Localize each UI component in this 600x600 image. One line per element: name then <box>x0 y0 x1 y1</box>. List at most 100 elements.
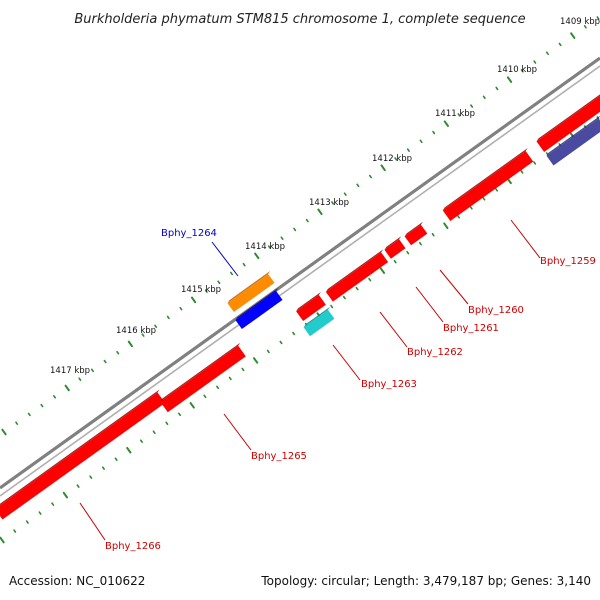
outer-tick <box>53 394 57 399</box>
inner-tick <box>292 331 296 336</box>
tick-label: 1411 kbp <box>435 109 475 119</box>
outer-tick <box>64 384 70 392</box>
outer-tick <box>127 340 134 348</box>
outer-tick <box>293 227 297 232</box>
gene-label: Bphy_1265 <box>251 451 307 462</box>
inner-tick <box>0 536 5 544</box>
gene-feature-bphy-1264-orange <box>227 270 275 313</box>
gene-feature-bphy-1261 <box>384 236 406 259</box>
tick-label: 1414 kbp <box>245 242 285 252</box>
outer-tick <box>343 192 347 196</box>
gene-feature-bphy-1263-cyan <box>303 306 335 337</box>
backbone-inner-line <box>0 65 600 497</box>
outer-tick <box>406 148 410 152</box>
inner-tick <box>152 430 156 435</box>
gene-labels: Bphy_1259 Bphy_1260 Bphy_1261 Bphy_1262 Bphy… <box>79 219 596 552</box>
inner-tick <box>38 511 42 515</box>
outer-tick <box>495 86 499 91</box>
outer-tick <box>596 16 600 20</box>
outer-tick <box>254 252 260 260</box>
outer-tick <box>533 60 537 64</box>
outer-tick <box>179 306 183 311</box>
inner-tick <box>330 304 334 309</box>
outer-tick <box>520 69 524 73</box>
outer-tick <box>317 208 323 216</box>
gene-label-leader <box>415 286 444 323</box>
inner-tick <box>216 385 220 390</box>
gene-label-leader <box>211 241 239 277</box>
outer-tick <box>356 183 360 188</box>
outer-tick <box>190 296 197 304</box>
gene-features <box>0 94 600 520</box>
inner-tick <box>469 206 473 210</box>
gene-label-leader <box>439 269 469 305</box>
tick-label: 1412 kbp <box>372 154 412 164</box>
gene-label-leader <box>510 219 541 259</box>
accession-label: Accession: NC_010622 <box>9 574 146 588</box>
chromosome-backbone <box>0 56 600 497</box>
outer-tick <box>229 271 233 276</box>
gene-feature-bphy-1263a <box>296 291 326 322</box>
outer-tick <box>558 42 562 47</box>
inner-tick <box>165 421 169 426</box>
outer-tick <box>419 139 423 144</box>
outer-tick <box>166 315 170 320</box>
inner-tick <box>13 529 17 533</box>
tick-label: 1413 kbp <box>309 198 349 208</box>
outer-tick <box>27 412 31 417</box>
tick-marks: 1409 kbp 1410 kbp 1411 kbp 1412 kbp 1413 kbp… <box>0 16 600 544</box>
inner-tick <box>76 484 80 488</box>
gene-label: Bphy_1266 <box>105 541 161 552</box>
inner-tick <box>355 286 359 291</box>
inner-tick <box>533 161 537 165</box>
inner-tick <box>368 277 372 282</box>
outer-tick <box>432 130 436 135</box>
gene-feature-right <box>536 94 600 153</box>
backbone-outer-line <box>0 56 600 490</box>
inner-tick <box>482 197 486 201</box>
gene-feature-bphy-1264-blue <box>235 287 283 330</box>
inner-tick <box>495 188 499 192</box>
outer-tick <box>242 262 246 267</box>
inner-tick <box>126 446 132 454</box>
inner-tick <box>266 349 270 354</box>
inner-tick <box>228 376 232 381</box>
tick-label: 1410 kbp <box>497 65 537 75</box>
outer-tick <box>369 174 373 179</box>
outer-tick <box>305 218 309 223</box>
inner-tick <box>114 457 118 461</box>
gene-label: Bphy_1261 <box>443 323 499 334</box>
gene-feature-bphy-1262 <box>325 249 389 302</box>
inner-tick <box>418 241 422 246</box>
outer-tick <box>380 164 386 172</box>
map-title: Burkholderia phymatum STM815 chromosome … <box>74 12 525 27</box>
outer-tick <box>116 350 120 355</box>
inner-tick <box>431 232 435 237</box>
topology-label: Topology: circular; Length: 3,479,187 bp… <box>261 574 591 588</box>
outer-tick <box>267 245 271 249</box>
outer-tick <box>443 120 449 127</box>
outer-tick <box>90 368 94 373</box>
outer-tick <box>1 428 7 436</box>
inner-tick <box>25 520 29 524</box>
tick-label: 1417 kbp <box>50 366 90 376</box>
inner-tick <box>457 214 461 219</box>
outer-tick <box>280 236 284 240</box>
inner-tick <box>252 357 259 364</box>
gene-label-leader <box>223 413 252 451</box>
gene-label: Bphy_1263 <box>361 379 417 390</box>
inner-tick <box>443 222 449 230</box>
gene-label-leader <box>332 344 361 381</box>
inner-tick <box>89 475 93 479</box>
gene-label: Bphy_1262 <box>407 347 463 358</box>
tick-label: 1415 kbp <box>181 285 221 295</box>
outer-tick <box>394 157 398 161</box>
gene-label: Bphy_1264 <box>161 228 217 239</box>
outer-tick <box>204 289 208 293</box>
inner-tick <box>51 502 55 506</box>
outer-tick <box>40 403 44 408</box>
tick-label: 1409 kbp <box>560 17 600 27</box>
outer-tick <box>506 76 513 83</box>
